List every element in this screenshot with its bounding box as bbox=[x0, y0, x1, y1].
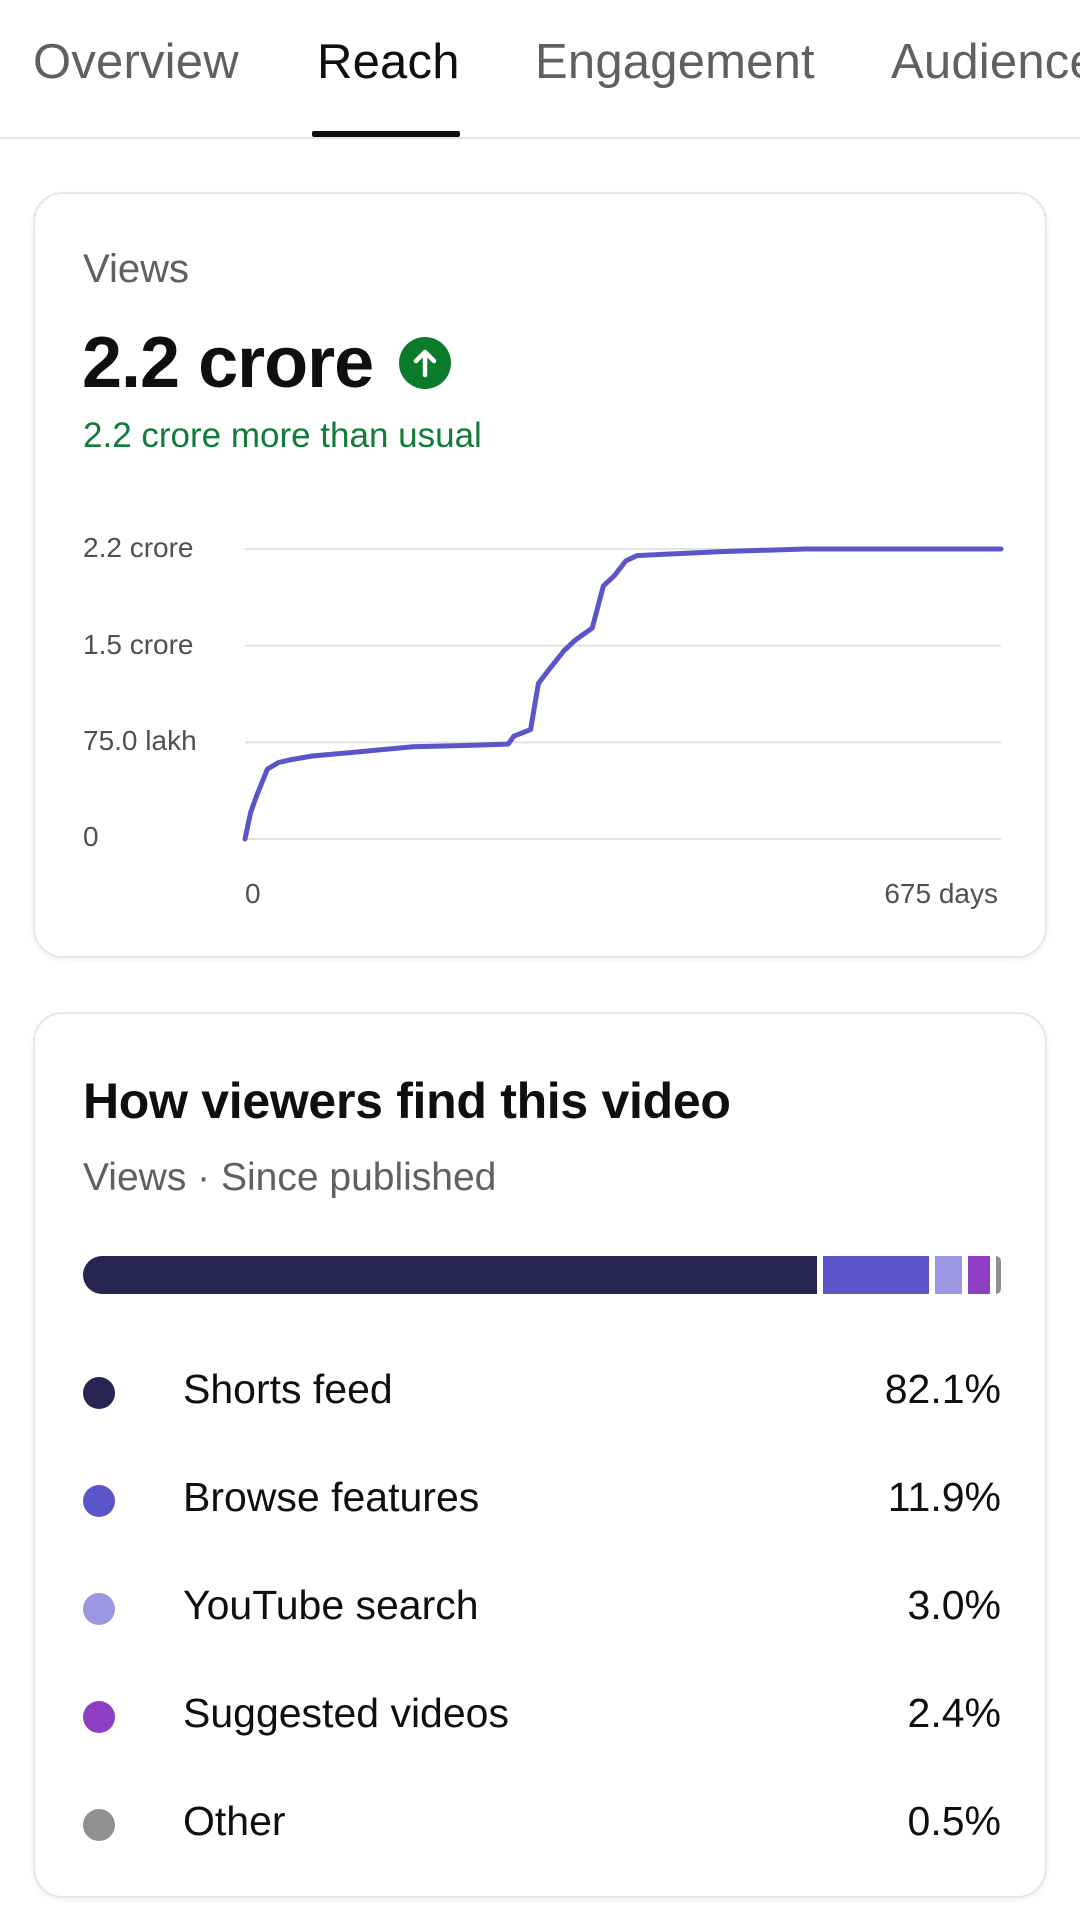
views-value: 2.2 crore bbox=[82, 323, 374, 403]
legend-item-youtube-search[interactable]: YouTube search 3.0% bbox=[83, 1570, 1001, 1640]
legend-label: Other bbox=[183, 1798, 286, 1844]
traffic-stacked-bar bbox=[83, 1256, 1001, 1294]
legend-label: Browse features bbox=[183, 1474, 480, 1520]
legend-item-suggested-videos[interactable]: Suggested videos 2.4% bbox=[83, 1678, 1001, 1748]
tab-engagement[interactable]: Engagement bbox=[535, 35, 815, 89]
legend-dot bbox=[83, 1593, 115, 1625]
legend-value: 2.4% bbox=[907, 1690, 1001, 1736]
legend-item-other[interactable]: Other 0.5% bbox=[83, 1786, 1001, 1856]
tab-reach[interactable]: Reach bbox=[317, 35, 460, 89]
legend-dot bbox=[83, 1377, 115, 1409]
traffic-bar-segment bbox=[995, 1256, 1001, 1294]
legend-item-shorts-feed[interactable]: Shorts feed 82.1% bbox=[83, 1354, 1001, 1424]
views-delta-text: 2.2 crore more than usual bbox=[83, 416, 482, 455]
tab-overview[interactable]: Overview bbox=[33, 35, 239, 89]
legend-value: 11.9% bbox=[887, 1474, 1001, 1520]
traffic-bar-segment bbox=[822, 1256, 930, 1294]
x-tick-label: 0 bbox=[245, 878, 261, 909]
views-card[interactable]: Views 2.2 crore 2.2 crore more than usua… bbox=[33, 192, 1047, 958]
legend-dot bbox=[83, 1701, 115, 1733]
legend-dot bbox=[83, 1485, 115, 1517]
legend-item-browse-features[interactable]: Browse features 11.9% bbox=[83, 1462, 1001, 1532]
views-series-line bbox=[242, 546, 1004, 842]
y-tick-label: 1.5 crore bbox=[83, 629, 194, 660]
legend-label: Suggested videos bbox=[183, 1690, 509, 1736]
traffic-bar-segment bbox=[935, 1256, 963, 1294]
legend-dot bbox=[83, 1809, 115, 1841]
x-tick-label: 675 days bbox=[884, 878, 998, 909]
y-tick-label: 75.0 lakh bbox=[83, 725, 197, 756]
traffic-bar-segment bbox=[968, 1256, 990, 1294]
traffic-sources-title: How viewers find this video bbox=[83, 1073, 731, 1129]
views-line-chart bbox=[242, 546, 1004, 842]
y-tick-label: 2.2 crore bbox=[83, 532, 194, 563]
y-tick-label: 0 bbox=[83, 821, 99, 852]
legend-value: 82.1% bbox=[884, 1366, 1001, 1412]
traffic-sources-subtitle: Views · Since published bbox=[83, 1156, 497, 1199]
legend-value: 3.0% bbox=[907, 1582, 1001, 1628]
tab-audience[interactable]: Audience bbox=[891, 35, 1080, 89]
tab-bar: Overview Reach Engagement Audience bbox=[0, 0, 1080, 139]
active-tab-indicator bbox=[312, 131, 460, 137]
traffic-sources-card[interactable]: How viewers find this video Views · Sinc… bbox=[33, 1012, 1047, 1898]
arrow-up-circle-icon bbox=[399, 337, 451, 389]
legend-value: 0.5% bbox=[907, 1798, 1001, 1844]
views-label: Views bbox=[83, 247, 189, 291]
traffic-bar-segment bbox=[83, 1256, 817, 1294]
legend-label: Shorts feed bbox=[183, 1366, 393, 1412]
legend-label: YouTube search bbox=[183, 1582, 479, 1628]
